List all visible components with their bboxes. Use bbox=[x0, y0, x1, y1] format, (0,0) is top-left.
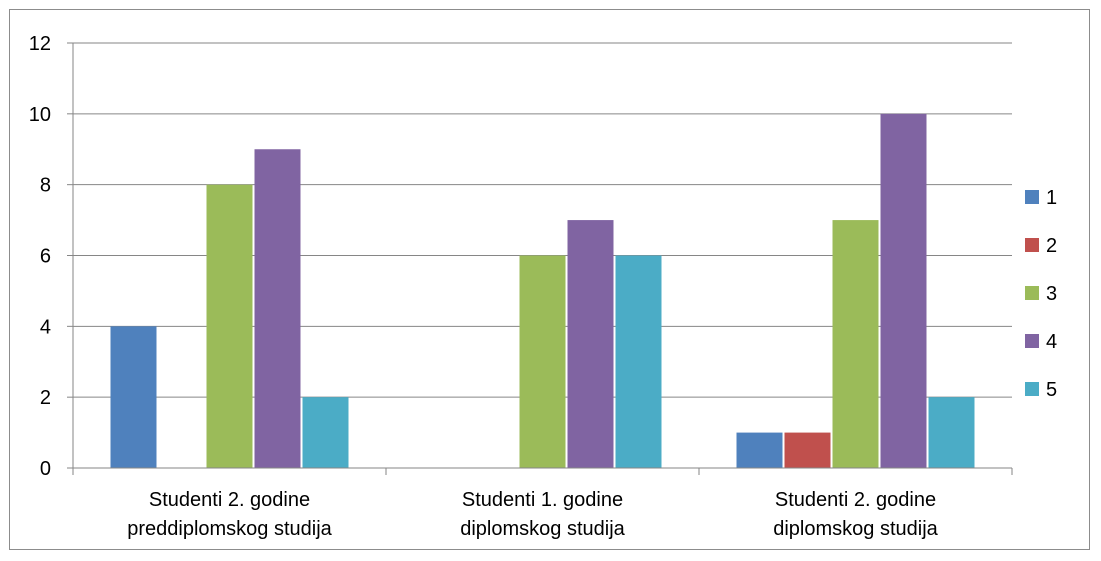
y-axis-tick-label: 0 bbox=[40, 458, 51, 480]
legend-label-2: 2 bbox=[1046, 235, 1057, 257]
bar-series-2-cat-3 bbox=[784, 432, 831, 468]
legend-swatch-4 bbox=[1025, 334, 1039, 348]
y-axis-tick-label: 8 bbox=[40, 175, 51, 197]
bar-series-3-cat-2 bbox=[519, 255, 566, 468]
bar-series-4-cat-2 bbox=[567, 220, 614, 468]
x-axis-category-label: Studenti 2. godine bbox=[149, 489, 310, 511]
legend-swatch-3 bbox=[1025, 286, 1039, 300]
y-axis-tick-labels: 0 2 4 6 8 10 12 bbox=[29, 33, 51, 480]
legend-label-5: 5 bbox=[1046, 379, 1057, 401]
bar-series-5-cat-3 bbox=[928, 397, 975, 468]
legend: 1 2 3 4 5 bbox=[1025, 187, 1057, 401]
y-axis-tick-label: 4 bbox=[40, 316, 51, 338]
bar-series-3-cat-3 bbox=[832, 220, 879, 468]
bar-series-4-cat-1 bbox=[254, 149, 301, 468]
bar-series-1-cat-3 bbox=[736, 432, 783, 468]
y-axis-tick-label: 12 bbox=[29, 33, 51, 55]
bar-series-3-cat-1 bbox=[206, 184, 253, 468]
legend-label-1: 1 bbox=[1046, 187, 1057, 209]
legend-swatch-1 bbox=[1025, 190, 1039, 204]
bar-series-5-cat-1 bbox=[302, 397, 349, 468]
bar-series-1-cat-1 bbox=[110, 326, 157, 468]
x-axis-category-label: Studenti 2. godine bbox=[775, 489, 936, 511]
bars bbox=[110, 113, 975, 468]
bar-series-4-cat-3 bbox=[880, 113, 927, 468]
legend-label-3: 3 bbox=[1046, 283, 1057, 305]
bar-series-5-cat-2 bbox=[615, 255, 662, 468]
y-axis-tick-label: 10 bbox=[29, 104, 51, 126]
x-axis-category-label: Studenti 1. godine bbox=[462, 489, 623, 511]
y-axis-tick-label: 2 bbox=[40, 387, 51, 409]
x-axis-category-label: diplomskog studija bbox=[460, 518, 625, 540]
legend-swatch-2 bbox=[1025, 238, 1039, 252]
x-axis-category-labels: Studenti 2. godine preddiplomskog studija… bbox=[127, 489, 938, 540]
legend-label-4: 4 bbox=[1046, 331, 1057, 353]
y-axis-tick-label: 6 bbox=[40, 246, 51, 268]
axes bbox=[67, 42, 1013, 475]
legend-swatch-5 bbox=[1025, 382, 1039, 396]
x-axis-category-label: diplomskog studija bbox=[773, 518, 938, 540]
x-axis-category-label: preddiplomskog studija bbox=[127, 518, 332, 540]
